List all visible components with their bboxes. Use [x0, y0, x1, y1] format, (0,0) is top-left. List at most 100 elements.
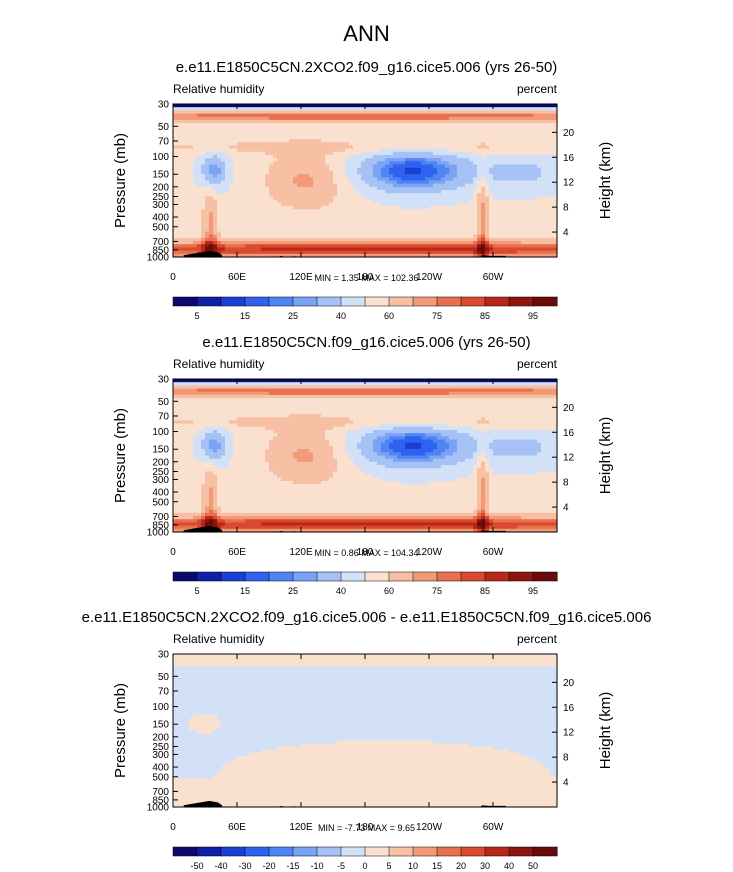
contour-cell — [221, 180, 226, 185]
contour-cell — [545, 139, 550, 143]
contour-cell — [209, 155, 214, 159]
contour-cell — [313, 135, 318, 140]
contour-cell — [257, 107, 262, 111]
contour-cell — [481, 145, 486, 150]
contour-cell — [353, 110, 358, 115]
contour-cell — [309, 155, 314, 159]
contour-cell — [321, 148, 326, 153]
contour-cell — [253, 151, 258, 156]
contour-cell — [341, 113, 346, 118]
contour-cell — [209, 158, 214, 162]
contour-cell — [297, 155, 302, 159]
contour-cell — [285, 129, 290, 134]
contour-cell — [257, 135, 262, 140]
contour-cell — [505, 107, 510, 111]
contour-cell — [417, 177, 422, 182]
contour-cell — [389, 113, 394, 118]
contour-cell — [369, 155, 374, 159]
contour-cell — [289, 180, 294, 185]
contour-cell — [241, 126, 246, 131]
contour-cell — [369, 177, 374, 182]
contour-cell — [437, 107, 442, 111]
contour-cell — [293, 135, 298, 140]
contour-cell — [253, 113, 258, 118]
contour-cell — [233, 177, 238, 182]
contour-cell — [421, 158, 426, 162]
contour-cell — [177, 170, 182, 175]
contour-cell — [309, 177, 314, 182]
contour-cell — [309, 132, 314, 137]
contour-cell — [321, 119, 326, 124]
contour-cell — [193, 183, 198, 188]
contour-cell — [325, 145, 330, 150]
contour-cell — [261, 148, 266, 153]
contour-cell — [189, 129, 194, 134]
contour-cell — [317, 132, 322, 137]
contour-cell — [469, 107, 474, 111]
contour-cell — [345, 113, 350, 118]
contour-cell — [385, 119, 390, 124]
contour-cell — [549, 119, 554, 124]
contour-cell — [425, 180, 430, 185]
contour-cell — [365, 174, 370, 178]
contour-cell — [353, 180, 358, 185]
contour-cell — [325, 180, 330, 185]
contour-cell — [401, 129, 406, 134]
contour-cell — [441, 113, 446, 118]
contour-cell — [329, 170, 334, 175]
contour-cell — [529, 183, 534, 188]
contour-cell — [517, 151, 522, 156]
contour-cell — [305, 142, 310, 147]
contour-cell — [449, 167, 454, 172]
contour-cell — [389, 107, 394, 111]
contour-cell — [181, 180, 186, 185]
contour-cell — [469, 139, 474, 143]
contour-cell — [305, 129, 310, 134]
contour-cell — [409, 177, 414, 182]
colorbar-label: 85 — [480, 311, 490, 321]
contour-cell — [453, 116, 458, 121]
contour-cell — [401, 148, 406, 153]
contour-cell — [185, 170, 190, 175]
contour-cell — [185, 107, 190, 111]
contour-cell — [241, 164, 246, 169]
contour-cell — [457, 161, 462, 166]
contour-cell — [277, 183, 282, 188]
contour-cell — [445, 132, 450, 137]
contour-cell — [233, 116, 238, 121]
contour-cell — [313, 161, 318, 166]
colorbar-box — [484, 296, 510, 307]
contour-cell — [353, 132, 358, 137]
contour-cell — [225, 177, 230, 182]
contour-cell — [329, 132, 334, 137]
contour-cell — [277, 155, 282, 159]
contour-cell — [325, 104, 330, 108]
contour-cell — [373, 161, 378, 166]
contour-cell — [209, 119, 214, 124]
contour-cell — [457, 158, 462, 162]
contour-cell — [393, 132, 398, 137]
contour-cell — [269, 139, 274, 143]
contour-cell — [229, 170, 234, 175]
contour-cell — [465, 174, 470, 178]
contour-cell — [409, 129, 414, 134]
contour-cell — [233, 139, 238, 143]
contour-cell — [337, 132, 342, 137]
contour-cell — [489, 180, 494, 185]
contour-cell — [377, 129, 382, 134]
contour-cell — [237, 104, 242, 108]
contour-cell — [373, 139, 378, 143]
contour-cell — [405, 174, 410, 178]
contour-cell — [213, 129, 218, 134]
contour-cell — [505, 183, 510, 188]
contour-cell — [269, 170, 274, 175]
contour-cell — [281, 170, 286, 175]
contour-cell — [445, 116, 450, 121]
contour-cell — [365, 155, 370, 159]
contour-cell — [273, 155, 278, 159]
contour-cell — [341, 129, 346, 134]
contour-cell — [549, 123, 554, 127]
contour-cell — [245, 132, 250, 137]
contour-cell — [393, 104, 398, 108]
contour-cell — [537, 110, 542, 115]
